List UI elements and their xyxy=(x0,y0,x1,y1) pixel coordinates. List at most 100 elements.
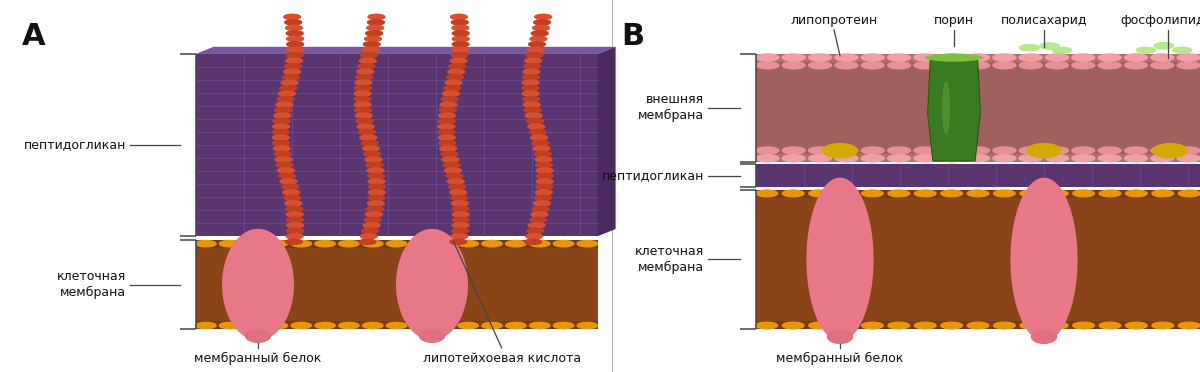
Circle shape xyxy=(278,97,295,102)
Circle shape xyxy=(533,173,550,179)
Ellipse shape xyxy=(245,329,271,343)
Circle shape xyxy=(410,240,431,247)
Ellipse shape xyxy=(827,329,853,344)
Circle shape xyxy=(364,129,380,135)
Circle shape xyxy=(967,322,989,329)
Circle shape xyxy=(536,206,553,212)
Circle shape xyxy=(268,240,288,247)
Circle shape xyxy=(356,228,373,234)
Circle shape xyxy=(533,234,550,239)
Circle shape xyxy=(284,201,301,206)
Circle shape xyxy=(534,185,551,190)
Polygon shape xyxy=(1010,178,1078,341)
Circle shape xyxy=(529,322,550,329)
Circle shape xyxy=(355,234,372,239)
Circle shape xyxy=(359,217,376,222)
Circle shape xyxy=(536,212,553,217)
Circle shape xyxy=(529,69,546,74)
Circle shape xyxy=(440,163,457,168)
Circle shape xyxy=(452,228,469,234)
Circle shape xyxy=(756,147,779,154)
Circle shape xyxy=(282,80,299,85)
Circle shape xyxy=(481,240,502,247)
Circle shape xyxy=(941,147,964,154)
Circle shape xyxy=(287,47,304,52)
Circle shape xyxy=(438,129,455,135)
Circle shape xyxy=(536,195,553,201)
Circle shape xyxy=(1020,45,1039,51)
Circle shape xyxy=(529,240,550,247)
Circle shape xyxy=(458,240,479,247)
Circle shape xyxy=(458,322,479,329)
Circle shape xyxy=(1126,190,1147,197)
Circle shape xyxy=(367,179,384,184)
Circle shape xyxy=(286,206,302,212)
Text: мембранный белок: мембранный белок xyxy=(194,352,322,365)
Circle shape xyxy=(452,42,469,47)
Circle shape xyxy=(782,322,804,329)
Circle shape xyxy=(287,53,304,58)
Circle shape xyxy=(782,190,804,197)
Circle shape xyxy=(359,36,376,41)
Circle shape xyxy=(782,62,805,69)
Circle shape xyxy=(284,69,301,74)
Circle shape xyxy=(450,69,467,74)
Circle shape xyxy=(354,64,371,69)
Circle shape xyxy=(445,185,462,190)
Circle shape xyxy=(535,42,552,47)
Circle shape xyxy=(1045,155,1068,162)
Circle shape xyxy=(553,322,574,329)
Circle shape xyxy=(527,151,544,157)
Circle shape xyxy=(481,322,502,329)
Circle shape xyxy=(244,322,264,329)
Circle shape xyxy=(1040,43,1060,49)
Circle shape xyxy=(1019,62,1042,69)
Circle shape xyxy=(1124,62,1147,69)
Circle shape xyxy=(967,190,989,197)
Circle shape xyxy=(1020,45,1039,51)
Circle shape xyxy=(1072,62,1094,69)
Text: фосфолипиды: фосфолипиды xyxy=(1121,14,1200,27)
Circle shape xyxy=(809,54,832,61)
Text: клеточная
мембрана: клеточная мембрана xyxy=(56,270,126,299)
Circle shape xyxy=(278,173,295,179)
Circle shape xyxy=(364,20,380,25)
Circle shape xyxy=(522,108,539,113)
Circle shape xyxy=(356,47,373,52)
Circle shape xyxy=(356,97,373,102)
Circle shape xyxy=(365,14,382,19)
Circle shape xyxy=(941,54,964,61)
Circle shape xyxy=(536,201,553,206)
Bar xyxy=(196,248,598,321)
Circle shape xyxy=(1178,322,1200,329)
Circle shape xyxy=(1052,47,1072,53)
Circle shape xyxy=(1151,62,1174,69)
Circle shape xyxy=(434,322,455,329)
Circle shape xyxy=(367,146,384,151)
Circle shape xyxy=(888,147,911,154)
Circle shape xyxy=(368,163,385,168)
Circle shape xyxy=(523,102,540,107)
Ellipse shape xyxy=(1026,143,1062,158)
Circle shape xyxy=(536,25,553,31)
Circle shape xyxy=(1177,62,1200,69)
Circle shape xyxy=(523,97,540,102)
Circle shape xyxy=(451,212,468,217)
Circle shape xyxy=(1124,54,1147,61)
Circle shape xyxy=(941,190,962,197)
Circle shape xyxy=(355,58,372,63)
Circle shape xyxy=(862,155,884,162)
Circle shape xyxy=(450,206,467,212)
Circle shape xyxy=(534,228,551,234)
Circle shape xyxy=(358,102,374,107)
Circle shape xyxy=(368,168,385,173)
Circle shape xyxy=(994,322,1015,329)
Circle shape xyxy=(524,91,541,96)
Circle shape xyxy=(888,155,911,162)
Circle shape xyxy=(452,53,469,58)
Bar xyxy=(196,54,598,236)
Polygon shape xyxy=(396,229,468,340)
Circle shape xyxy=(280,91,296,96)
Circle shape xyxy=(577,322,598,329)
Circle shape xyxy=(448,14,464,19)
